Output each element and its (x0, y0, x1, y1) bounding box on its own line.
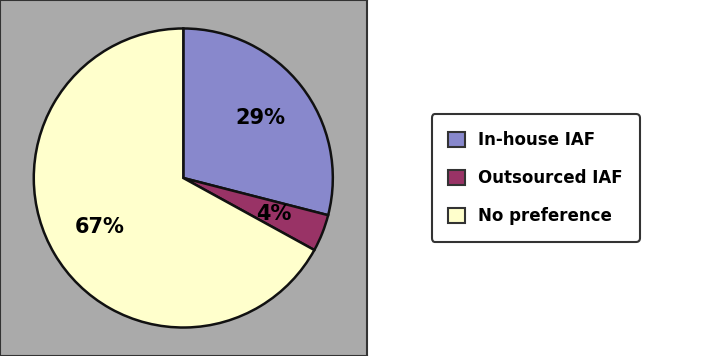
Wedge shape (34, 28, 314, 328)
Text: 4%: 4% (256, 204, 291, 224)
Text: 67%: 67% (75, 218, 125, 237)
Legend: In-house IAF, Outsourced IAF, No preference: In-house IAF, Outsourced IAF, No prefere… (432, 114, 639, 242)
Wedge shape (183, 178, 328, 250)
Text: 29%: 29% (235, 109, 285, 129)
Wedge shape (183, 28, 333, 215)
